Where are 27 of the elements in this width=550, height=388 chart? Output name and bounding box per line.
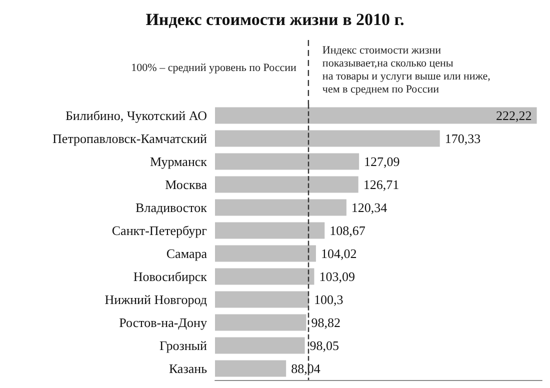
data-label: 98,82 — [311, 315, 340, 330]
y-tick-label: Ростов-на-Дону — [119, 315, 208, 330]
ref-line-label: 100% – средний уровень по России — [131, 62, 297, 74]
y-tick-label: Нижний Новгород — [104, 292, 208, 307]
data-label: 222,22 — [496, 108, 532, 123]
data-label: 108,67 — [330, 223, 366, 238]
y-tick-label: Петропавловск-Камчатский — [52, 131, 208, 146]
data-label: 120,34 — [351, 200, 388, 215]
data-label: 170,33 — [444, 131, 481, 146]
y-tick-label: Билибино, Чукотский АО — [65, 108, 207, 123]
text: Индекс стоимости жизни показывает,на сколько цены на товары и услуги выше или ниже, чем в среднем по России — [322, 44, 491, 96]
y-tick-label: Владивосток — [136, 200, 208, 215]
data-label: 126,71 — [363, 177, 400, 192]
y-tick-label: Грозный — [160, 338, 208, 353]
data-label: 88,04 — [291, 361, 321, 376]
y-tick-label: Самара — [166, 246, 208, 261]
data-label: 103,09 — [319, 269, 355, 284]
data-label: 104,02 — [320, 246, 357, 261]
chart-title: Индекс стоимости жизни в 2010 г. — [146, 10, 404, 29]
y-tick-label: Москва — [165, 177, 208, 192]
data-label: 127,09 — [364, 154, 400, 169]
y-tick-label: Новосибирск — [133, 269, 208, 284]
y-tick-label: Санкт-Петербург — [112, 223, 207, 238]
data-label: 100,3 — [314, 292, 344, 307]
y-tick-label: Мурманск — [150, 154, 208, 169]
y-tick-label: Казань — [168, 361, 208, 376]
data-label: 98,05 — [310, 338, 340, 353]
